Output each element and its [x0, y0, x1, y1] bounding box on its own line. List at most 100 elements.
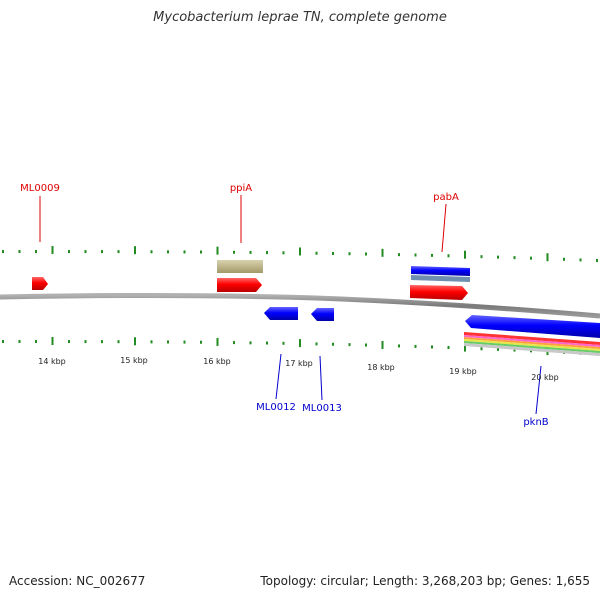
gene-arrow-pknB[interactable] — [465, 315, 600, 338]
gene-arrow-ppia[interactable] — [217, 278, 262, 292]
gene-label-ml0012[interactable]: ML0012 — [256, 402, 296, 413]
lower-minor-tick — [117, 340, 120, 344]
lower-minor-tick — [35, 340, 37, 344]
upper-minor-tick — [2, 250, 4, 253]
lower-minor-tick — [233, 341, 235, 345]
gene-arrow-pabA[interactable] — [410, 285, 468, 300]
callout-pabA — [441, 203, 447, 253]
upper-minor-tick — [183, 250, 186, 254]
scale-label-18kbp: 18 kbp — [367, 363, 395, 372]
scale-label-16kbp: 16 kbp — [203, 357, 231, 366]
lower-minor-tick — [183, 340, 186, 344]
upper-minor-tick — [579, 258, 582, 262]
upper-minor-tick — [18, 250, 21, 254]
lower-major-tick — [134, 337, 136, 346]
upper-minor-tick — [150, 250, 153, 254]
upper-minor-tick — [365, 252, 367, 256]
callout-ml0012 — [275, 353, 282, 400]
lower-minor-tick — [200, 340, 202, 344]
upper-minor-tick — [480, 255, 483, 259]
upper-minor-tick — [398, 253, 400, 257]
upper-minor-tick — [563, 257, 565, 261]
upper-minor-tick — [315, 251, 318, 255]
gene-label-pknB[interactable]: pknB — [523, 417, 548, 428]
upper-minor-tick — [266, 251, 268, 255]
lower-minor-tick — [447, 346, 450, 350]
callout-lines — [39, 195, 542, 415]
forward-strand-features — [32, 260, 470, 300]
gene-arrow-ml0009[interactable] — [32, 277, 48, 290]
upper-minor-tick — [348, 252, 351, 256]
lower-minor-tick — [398, 344, 400, 348]
upper-major-tick — [299, 247, 301, 256]
upper-minor-tick — [497, 255, 499, 259]
gene-label-ml0013[interactable]: ML0013 — [302, 403, 342, 414]
lower-major-tick — [216, 337, 219, 346]
lower-minor-tick — [18, 340, 21, 344]
gene-arrow-ml0012[interactable] — [264, 307, 298, 320]
lower-minor-tick — [414, 344, 417, 348]
feature-band-red — [464, 332, 600, 345]
lower-minor-tick — [332, 342, 334, 346]
lower-minor-tick — [101, 340, 103, 344]
lower-minor-tick — [266, 341, 268, 345]
scale-label-17kbp: 17 kbp — [285, 359, 313, 368]
upper-minor-tick — [84, 250, 87, 254]
upper-major-tick — [464, 250, 466, 259]
upper-minor-tick — [200, 250, 202, 254]
upper-minor-tick — [431, 253, 433, 257]
scale-label-20kbp: 20 kbp — [531, 373, 559, 382]
feature-band-yellow — [464, 339, 600, 351]
upper-major-tick — [546, 253, 549, 262]
genome-summary-text: Topology: circular; Length: 3,268,203 bp… — [260, 574, 590, 588]
reverse-strand-features — [264, 307, 600, 356]
gene-label-ml0009[interactable]: ML0009 — [20, 183, 60, 194]
gene-label-ppia[interactable]: ppiA — [230, 183, 252, 194]
genome-backbone — [0, 293, 600, 319]
upper-minor-tick — [233, 250, 235, 254]
lower-minor-tick — [497, 347, 499, 351]
upper-minor-tick — [282, 251, 285, 255]
upper-major-tick — [381, 248, 384, 257]
lower-minor-tick — [150, 340, 153, 344]
upper-minor-tick — [513, 256, 516, 260]
feature-band-orange — [464, 337, 600, 349]
upper-minor-tick — [35, 250, 37, 254]
callout-ml0013 — [319, 355, 323, 401]
lower-minor-tick — [348, 343, 351, 347]
feature-band-pink — [464, 335, 600, 347]
feature-band-pabA-steel[interactable] — [411, 275, 470, 282]
upper-major-tick — [51, 246, 54, 255]
lower-major-tick — [299, 339, 301, 348]
gene-labels: ML0009 ppiA pabA ML0012 ML0013 pknB — [20, 183, 549, 428]
upper-minor-tick — [249, 250, 252, 254]
lower-minor-tick — [2, 340, 4, 343]
gene-label-pabA[interactable]: pabA — [433, 192, 459, 203]
scale-label-15kbp: 15 kbp — [120, 356, 148, 365]
upper-major-tick — [134, 246, 136, 255]
lower-minor-tick — [84, 340, 87, 344]
feature-band-gray — [464, 343, 600, 356]
lower-minor-tick — [167, 340, 169, 344]
upper-minor-tick — [332, 251, 334, 255]
lower-minor-tick — [365, 343, 367, 347]
lower-minor-tick — [480, 347, 483, 351]
upper-minor-tick — [68, 250, 70, 254]
feature-band-green — [464, 341, 600, 353]
scale-label-19kbp: 19 kbp — [449, 367, 477, 376]
callout-pknB — [535, 365, 542, 415]
lower-minor-tick — [431, 345, 433, 349]
map-title: Mycobacterium leprae TN, complete genome — [153, 10, 447, 25]
upper-minor-tick — [167, 250, 169, 254]
lower-major-tick — [51, 337, 54, 346]
upper-minor-tick — [530, 256, 532, 260]
gene-arrow-ml0013[interactable] — [311, 308, 334, 321]
lower-major-tick — [381, 340, 384, 349]
trna-feature-ppia[interactable] — [217, 260, 263, 273]
lower-minor-tick — [249, 341, 252, 345]
lower-minor-tick — [68, 340, 70, 344]
upper-minor-tick — [117, 250, 120, 254]
upper-minor-tick — [596, 259, 598, 263]
feature-band-pabA-blue[interactable] — [411, 266, 470, 276]
